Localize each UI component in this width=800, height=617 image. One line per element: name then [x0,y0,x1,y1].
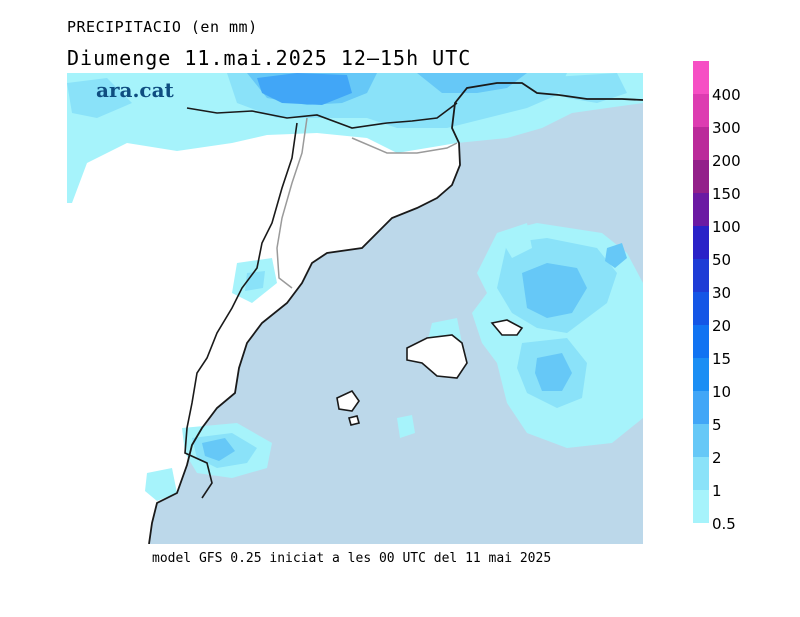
legend-label: 5 [712,416,722,434]
legend-label: 200 [712,152,741,170]
coastline [148,82,643,544]
legend-swatch [693,490,709,523]
legend-swatch [693,160,709,193]
balearic-islands [336,319,524,426]
precip-shading [67,73,643,501]
legend-label: 150 [712,185,741,203]
legend-label: 300 [712,119,741,137]
legend-label: 2 [712,449,722,467]
title: PRECIPITACIO (en mm) [67,18,258,36]
legend-swatch [693,193,709,226]
legend-label: 400 [712,86,741,104]
legend-label: 10 [712,383,732,401]
legend-swatch [693,424,709,457]
legend-label: 1 [712,482,722,500]
legend-swatch [693,259,709,292]
legend-swatch [693,325,709,358]
ibiza-island [336,389,360,412]
footer-note: model GFS 0.25 iniciat a les 00 UTC del … [152,551,552,566]
legend-label: 100 [712,218,741,236]
legend-swatch [693,94,709,127]
province-border [276,117,458,289]
precipitation-map [67,73,643,544]
menorca-island [490,319,524,336]
legend-label: 0.5 [712,515,736,533]
subtitle: Diumenge 11.mai.2025 12–15h UTC [67,46,472,70]
country-border [186,102,458,129]
ara-cat-logo: ara.cat [96,78,174,102]
region-border [184,122,298,499]
legend-label: 50 [712,251,732,269]
legend-swatch [693,61,709,94]
legend-swatch [693,457,709,490]
legend-swatch [693,292,709,325]
mallorca-island [406,334,468,379]
land [67,73,643,544]
legend-label: 30 [712,284,732,302]
legend-swatch [693,391,709,424]
legend-label: 15 [712,350,732,368]
legend-swatch [693,127,709,160]
legend-label: 20 [712,317,732,335]
formentera-island [348,415,360,426]
legend-swatch [693,226,709,259]
legend-swatch [693,358,709,391]
